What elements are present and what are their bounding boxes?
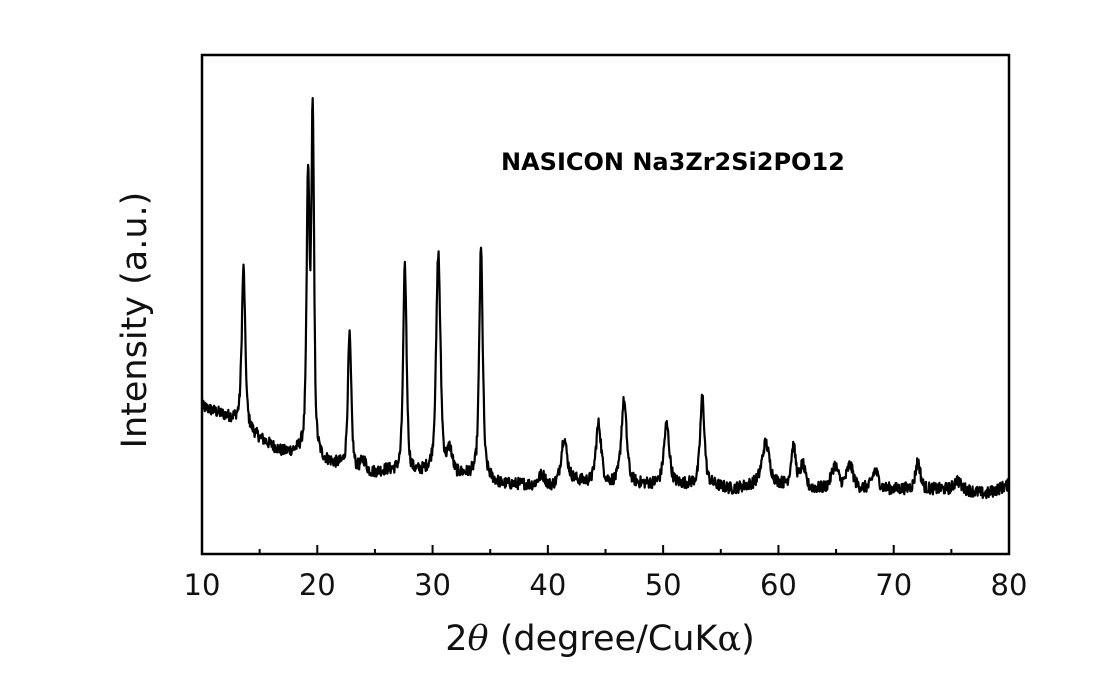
plot-area	[200, 53, 1011, 556]
x-axis-title: 2θ (degree/CuKα)	[445, 619, 754, 659]
x-tick-label: 10	[184, 568, 221, 602]
chart-title: NASICON Na3Zr2Si2PO12	[501, 148, 845, 176]
x-tick-label: 80	[991, 568, 1028, 602]
x-tick-label: 20	[299, 568, 336, 602]
x-tick-label: 60	[760, 568, 797, 602]
y-axis-title: Intensity (a.u.)	[115, 192, 155, 449]
xrd-pattern-line	[200, 97, 1011, 500]
x-tick-label: 40	[529, 568, 566, 602]
x-axis-ticks	[201, 545, 1010, 554]
x-tick-label: 50	[645, 568, 682, 602]
x-tick-label: 70	[875, 568, 912, 602]
x-axis-tick-labels: 10 20 30 40 50 60 70 80	[184, 568, 1028, 602]
x-tick-label: 30	[414, 568, 451, 602]
